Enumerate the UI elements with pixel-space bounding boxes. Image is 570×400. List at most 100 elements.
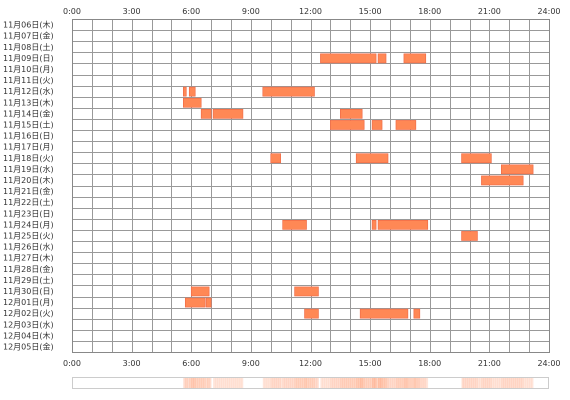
segment-12月01日(月)-25 xyxy=(205,297,212,308)
density-strip-cell xyxy=(189,378,192,388)
x-tick-label-bottom: 15:00 xyxy=(359,359,382,368)
density-strip-cell xyxy=(382,378,385,388)
density-strip-cell xyxy=(372,378,375,388)
x-tick-label-bottom: 3:00 xyxy=(123,359,141,368)
density-strip-cell xyxy=(471,378,474,388)
density-strip-cell xyxy=(515,378,518,388)
density-strip-cell xyxy=(525,378,528,388)
density-strip-cell xyxy=(354,378,357,388)
density-strip-cell xyxy=(481,378,484,388)
density-strip-cell xyxy=(286,378,289,388)
density-strip-cell xyxy=(386,378,389,388)
density-strip-cell xyxy=(493,378,496,388)
row-label: 11月30日(日) xyxy=(3,287,54,296)
density-strip-cell xyxy=(232,378,236,388)
density-strip-cell xyxy=(308,378,311,388)
density-strip-cell xyxy=(501,378,504,388)
density-strip-cell xyxy=(298,378,301,388)
density-strip-cell xyxy=(330,378,333,388)
density-strip-cell xyxy=(411,378,415,388)
density-strip-cell xyxy=(185,378,188,388)
segment-12月02日(火)-28 xyxy=(413,308,421,319)
row-label: 11月19日(水) xyxy=(3,164,54,174)
row-label: 12月05日(金) xyxy=(3,341,54,351)
row-label: 11月27日(木) xyxy=(3,253,54,263)
row-label: 11月13日(木) xyxy=(3,97,54,107)
x-tick-label-bottom: 24:00 xyxy=(537,359,560,368)
segment-11月09日(日)-2 xyxy=(403,53,427,64)
segment-11月24日(月)-19 xyxy=(371,220,377,230)
segment-11月18日(火)-15 xyxy=(461,153,492,164)
density-strip-cell xyxy=(195,378,198,388)
row-label: 11月09日(日) xyxy=(3,54,54,63)
density-strip-cell xyxy=(425,378,429,388)
plot-frame xyxy=(72,19,550,353)
x-tick-label-top: 15:00 xyxy=(359,7,382,16)
density-strip-cell xyxy=(213,378,216,388)
density-strip-cell xyxy=(523,378,526,388)
density-strip-cell xyxy=(366,378,369,388)
density-strip-cell xyxy=(401,378,405,388)
density-strip-cell xyxy=(397,378,401,388)
segment-11月20日(木)-17 xyxy=(481,175,524,186)
row-label: 11月25日(火) xyxy=(3,231,54,240)
density-strip-cell xyxy=(421,378,425,388)
segment-11月30日(日)-23 xyxy=(294,286,319,297)
density-strip-cell xyxy=(521,378,524,388)
density-strip-cell xyxy=(417,378,421,388)
density-strip-cell xyxy=(465,378,468,388)
density-strip-cell xyxy=(334,378,337,388)
density-strip-cell xyxy=(272,378,276,388)
density-strip-cell xyxy=(205,378,208,388)
density-strip-cell xyxy=(292,378,295,388)
density-strip-cell xyxy=(413,378,417,388)
density-strip-cell xyxy=(201,378,204,388)
density-strip-cell xyxy=(483,378,486,388)
density-strip-cell xyxy=(219,378,222,388)
density-strip-cell xyxy=(509,378,512,388)
segment-11月24日(月)-18 xyxy=(282,220,307,230)
density-strip-cell xyxy=(348,378,351,388)
density-strip-cell xyxy=(262,378,266,388)
density-strip-cell xyxy=(238,378,242,388)
segment-11月09日(日)-0 xyxy=(320,53,377,64)
segments xyxy=(183,53,534,319)
segment-11月25日(火)-21 xyxy=(461,231,478,241)
density-strip-cell xyxy=(310,378,313,388)
density-strip-cell xyxy=(395,378,399,388)
row-label: 11月07日(金) xyxy=(3,31,54,41)
row-label: 11月11日(火) xyxy=(3,76,54,85)
density-strip-cell xyxy=(314,378,317,388)
density-strip-cell xyxy=(380,378,383,388)
density-strip-cell xyxy=(217,378,220,388)
plot-border xyxy=(72,19,550,353)
density-strip-cell xyxy=(332,378,335,388)
x-tick-label-bottom: 0:00 xyxy=(63,359,81,368)
density-strip-cell xyxy=(463,378,466,388)
segment-12月02日(火)-26 xyxy=(304,308,319,319)
x-tick-label-top: 12:00 xyxy=(299,7,322,16)
density-strip-cell xyxy=(302,378,305,388)
density-strip-cell xyxy=(360,378,363,388)
density-strip-cell xyxy=(384,378,387,388)
density-strip-cell xyxy=(203,378,206,388)
x-tick-label-bottom: 9:00 xyxy=(242,359,260,368)
density-strip-cell xyxy=(487,378,490,388)
density-strip-cell xyxy=(326,378,329,388)
density-strip-cell xyxy=(513,378,516,388)
density-strip-cell xyxy=(489,378,492,388)
x-tick-label-top: 9:00 xyxy=(242,7,260,16)
x-tick-label-top: 3:00 xyxy=(123,7,141,16)
row-label: 11月06日(木) xyxy=(3,20,54,30)
density-strip-cell xyxy=(240,378,244,388)
x-tick-label-top: 6:00 xyxy=(182,7,200,16)
density-strip-cell xyxy=(221,378,224,388)
density-strip-cell xyxy=(362,378,365,388)
segment-11月15日(土)-11 xyxy=(371,120,383,130)
row-label: 11月18日(火) xyxy=(3,154,54,163)
density-strip-cell xyxy=(304,378,307,388)
density-strip-cell xyxy=(225,378,228,388)
density-strip-cell xyxy=(227,378,230,388)
density-strip-cell xyxy=(234,378,238,388)
